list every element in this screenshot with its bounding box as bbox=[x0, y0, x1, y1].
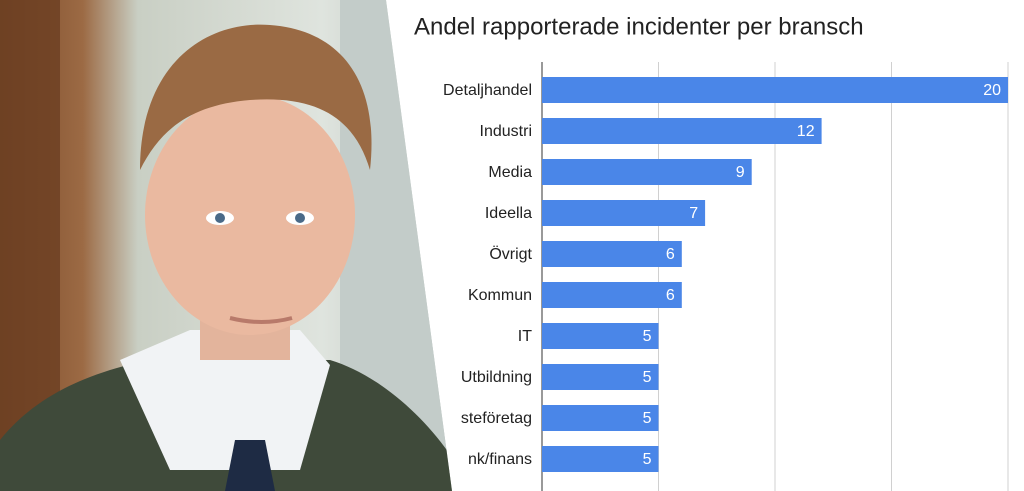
bar bbox=[542, 118, 822, 144]
value-label: 5 bbox=[643, 328, 652, 345]
bar bbox=[542, 405, 659, 431]
y-tick-label: Kommun bbox=[468, 287, 532, 304]
value-label: 9 bbox=[736, 164, 745, 181]
value-label: 5 bbox=[643, 451, 652, 468]
y-tick-label: Utbildning bbox=[461, 369, 532, 386]
bar bbox=[542, 323, 659, 349]
value-label: 5 bbox=[643, 369, 652, 386]
value-label: 6 bbox=[666, 246, 675, 263]
bar bbox=[542, 200, 706, 226]
y-tick-label: Ideella bbox=[485, 205, 532, 222]
y-tick-label: IT bbox=[518, 328, 532, 345]
chart: Detaljhandel 20 Industri 12 Media 9 Ideella 7 Öv… bbox=[443, 62, 1009, 491]
value-label: 6 bbox=[666, 287, 675, 304]
bar bbox=[542, 159, 752, 185]
value-label: 20 bbox=[983, 82, 1001, 99]
value-label: 12 bbox=[797, 123, 815, 140]
y-tick-label: Detaljhandel bbox=[443, 82, 532, 99]
chart-title: Andel rapporterade incidenter per bransc… bbox=[414, 13, 864, 40]
bar bbox=[542, 77, 1008, 103]
value-label: 5 bbox=[643, 410, 652, 427]
y-tick-label: Övrigt bbox=[489, 245, 532, 263]
bar bbox=[542, 282, 682, 308]
y-tick-label: Industri bbox=[480, 123, 532, 140]
bar bbox=[542, 364, 659, 390]
bar bbox=[542, 241, 682, 267]
y-tick-label: nk/finans bbox=[468, 451, 532, 468]
y-tick-label: Media bbox=[488, 164, 532, 181]
value-label: 7 bbox=[689, 205, 698, 222]
y-tick-label: steföretag bbox=[461, 410, 532, 427]
bar bbox=[542, 446, 659, 472]
portrait-photo bbox=[0, 0, 452, 491]
